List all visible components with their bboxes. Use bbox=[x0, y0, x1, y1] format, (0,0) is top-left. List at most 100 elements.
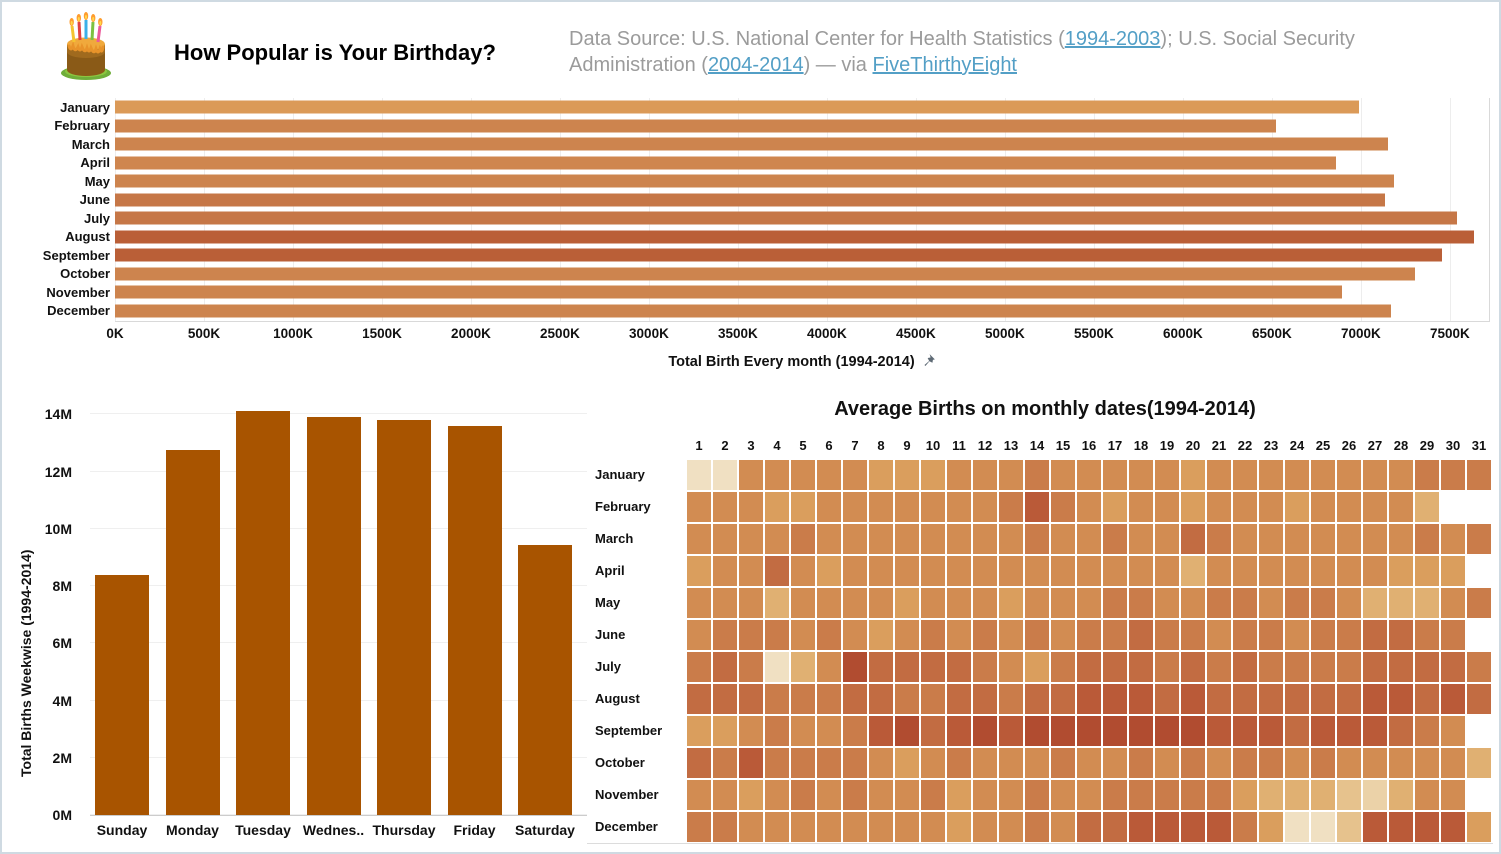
month-bar-september bbox=[115, 248, 1442, 262]
month-label: April bbox=[80, 155, 110, 171]
heatmap-cell bbox=[1207, 460, 1231, 490]
heatmap-cell bbox=[921, 588, 945, 618]
heatmap-cell bbox=[869, 620, 893, 650]
heatmap-cell bbox=[1233, 716, 1257, 746]
heatmap-cell bbox=[1207, 492, 1231, 522]
heatmap-cell bbox=[1129, 460, 1153, 490]
heatmap-cell bbox=[1207, 556, 1231, 586]
heatmap-cell bbox=[973, 620, 997, 650]
heatmap-cell bbox=[1337, 556, 1361, 586]
monthly-bar-row: May bbox=[2, 172, 1489, 191]
monthly-gridline bbox=[915, 98, 917, 321]
heatmap-cell bbox=[843, 716, 867, 746]
monthly-x-tick: 6500K bbox=[1251, 326, 1292, 341]
heatmap-cell bbox=[1363, 748, 1387, 778]
heatmap-cell bbox=[973, 812, 997, 842]
heatmap-cell bbox=[1077, 492, 1101, 522]
weekday-y-tick: 0M bbox=[52, 807, 72, 823]
heatmap-cell bbox=[1077, 780, 1101, 810]
heatmap-cell bbox=[687, 652, 711, 682]
heatmap-column-header: 10 bbox=[925, 438, 941, 453]
heatmap-cell bbox=[1441, 556, 1465, 586]
heatmap-cell bbox=[687, 460, 711, 490]
heatmap-cell bbox=[687, 748, 711, 778]
heatmap-cell bbox=[973, 524, 997, 554]
heatmap-cell bbox=[739, 684, 763, 714]
heatmap-cell bbox=[1025, 652, 1049, 682]
heatmap-cell bbox=[765, 716, 789, 746]
heatmap-cell bbox=[869, 812, 893, 842]
heatmap-cell bbox=[1389, 780, 1413, 810]
heatmap-cell bbox=[713, 492, 737, 522]
heatmap-cell bbox=[1389, 460, 1413, 490]
heatmap-row-label: June bbox=[595, 627, 626, 642]
pin-icon[interactable] bbox=[921, 353, 936, 368]
heatmap-cell bbox=[1389, 588, 1413, 618]
heatmap-cell bbox=[1025, 748, 1049, 778]
heatmap-cell bbox=[843, 524, 867, 554]
monthly-bar-track bbox=[115, 135, 1489, 154]
heatmap-cell bbox=[921, 652, 945, 682]
weekday-gridline bbox=[90, 413, 587, 415]
heatmap-cell bbox=[1207, 620, 1231, 650]
heatmap-cell bbox=[1025, 524, 1049, 554]
heatmap-cell bbox=[973, 780, 997, 810]
month-label: December bbox=[47, 303, 110, 319]
heatmap-column-header: 20 bbox=[1185, 438, 1201, 453]
heatmap-cell bbox=[1051, 492, 1075, 522]
heatmap-cell bbox=[1363, 492, 1387, 522]
heatmap-cell bbox=[999, 492, 1023, 522]
heatmap-column-header: 9 bbox=[903, 438, 911, 453]
heatmap-cell bbox=[1051, 620, 1075, 650]
heatmap-cell bbox=[1103, 620, 1127, 650]
heatmap-cell bbox=[1363, 716, 1387, 746]
heatmap-cell bbox=[1363, 684, 1387, 714]
heatmap-cell bbox=[791, 524, 815, 554]
heatmap-column-header: 21 bbox=[1211, 438, 1227, 453]
heatmap-cell bbox=[1441, 492, 1465, 522]
monthly-caption-text: Total Birth Every month (1994-2014) bbox=[668, 354, 915, 370]
monthly-gridline bbox=[559, 98, 561, 321]
heatmap-cell bbox=[895, 684, 919, 714]
link-2004-2014[interactable]: 2004-2014 bbox=[707, 54, 804, 76]
heatmap-cell bbox=[739, 556, 763, 586]
heatmap-cell bbox=[921, 620, 945, 650]
heatmap-cell bbox=[1285, 748, 1309, 778]
heatmap-cell bbox=[1207, 588, 1231, 618]
heatmap-cell bbox=[1155, 460, 1179, 490]
heatmap-cell bbox=[1129, 652, 1153, 682]
heatmap-cell bbox=[1311, 620, 1335, 650]
link-1994-2003[interactable]: 1994-2003 bbox=[1064, 28, 1161, 50]
month-bar-july bbox=[115, 211, 1457, 225]
heatmap-cell bbox=[869, 588, 893, 618]
heatmap-cell bbox=[817, 812, 841, 842]
heatmap-cell bbox=[869, 684, 893, 714]
heatmap-cell bbox=[1389, 556, 1413, 586]
link-fivethirtyeight[interactable]: FiveThirthyEight bbox=[872, 54, 1018, 76]
heatmap-cell bbox=[1103, 588, 1127, 618]
heatmap-cell bbox=[947, 812, 971, 842]
heatmap-cell bbox=[1077, 524, 1101, 554]
heatmap-cell bbox=[1207, 748, 1231, 778]
heatmap-cell bbox=[765, 588, 789, 618]
heatmap-cell bbox=[999, 780, 1023, 810]
heatmap-cell bbox=[1051, 460, 1075, 490]
heatmap-cell bbox=[1259, 684, 1283, 714]
heatmap-cell bbox=[765, 620, 789, 650]
heatmap-cell bbox=[687, 780, 711, 810]
heatmap-cell bbox=[1259, 460, 1283, 490]
heatmap-cell bbox=[843, 684, 867, 714]
heatmap-cell bbox=[947, 620, 971, 650]
heatmap-cell bbox=[1103, 684, 1127, 714]
heatmap-cell bbox=[1285, 492, 1309, 522]
monthly-x-tick: 3500K bbox=[718, 326, 758, 341]
heatmap-cell bbox=[1051, 780, 1075, 810]
source-after: ) — via bbox=[803, 54, 873, 76]
heatmap-cell bbox=[1233, 812, 1257, 842]
heatmap-cell bbox=[947, 556, 971, 586]
heatmap-cell bbox=[1285, 620, 1309, 650]
heatmap-row-label: November bbox=[595, 787, 659, 802]
heatmap-cell bbox=[1207, 716, 1231, 746]
heatmap-cell bbox=[1363, 652, 1387, 682]
